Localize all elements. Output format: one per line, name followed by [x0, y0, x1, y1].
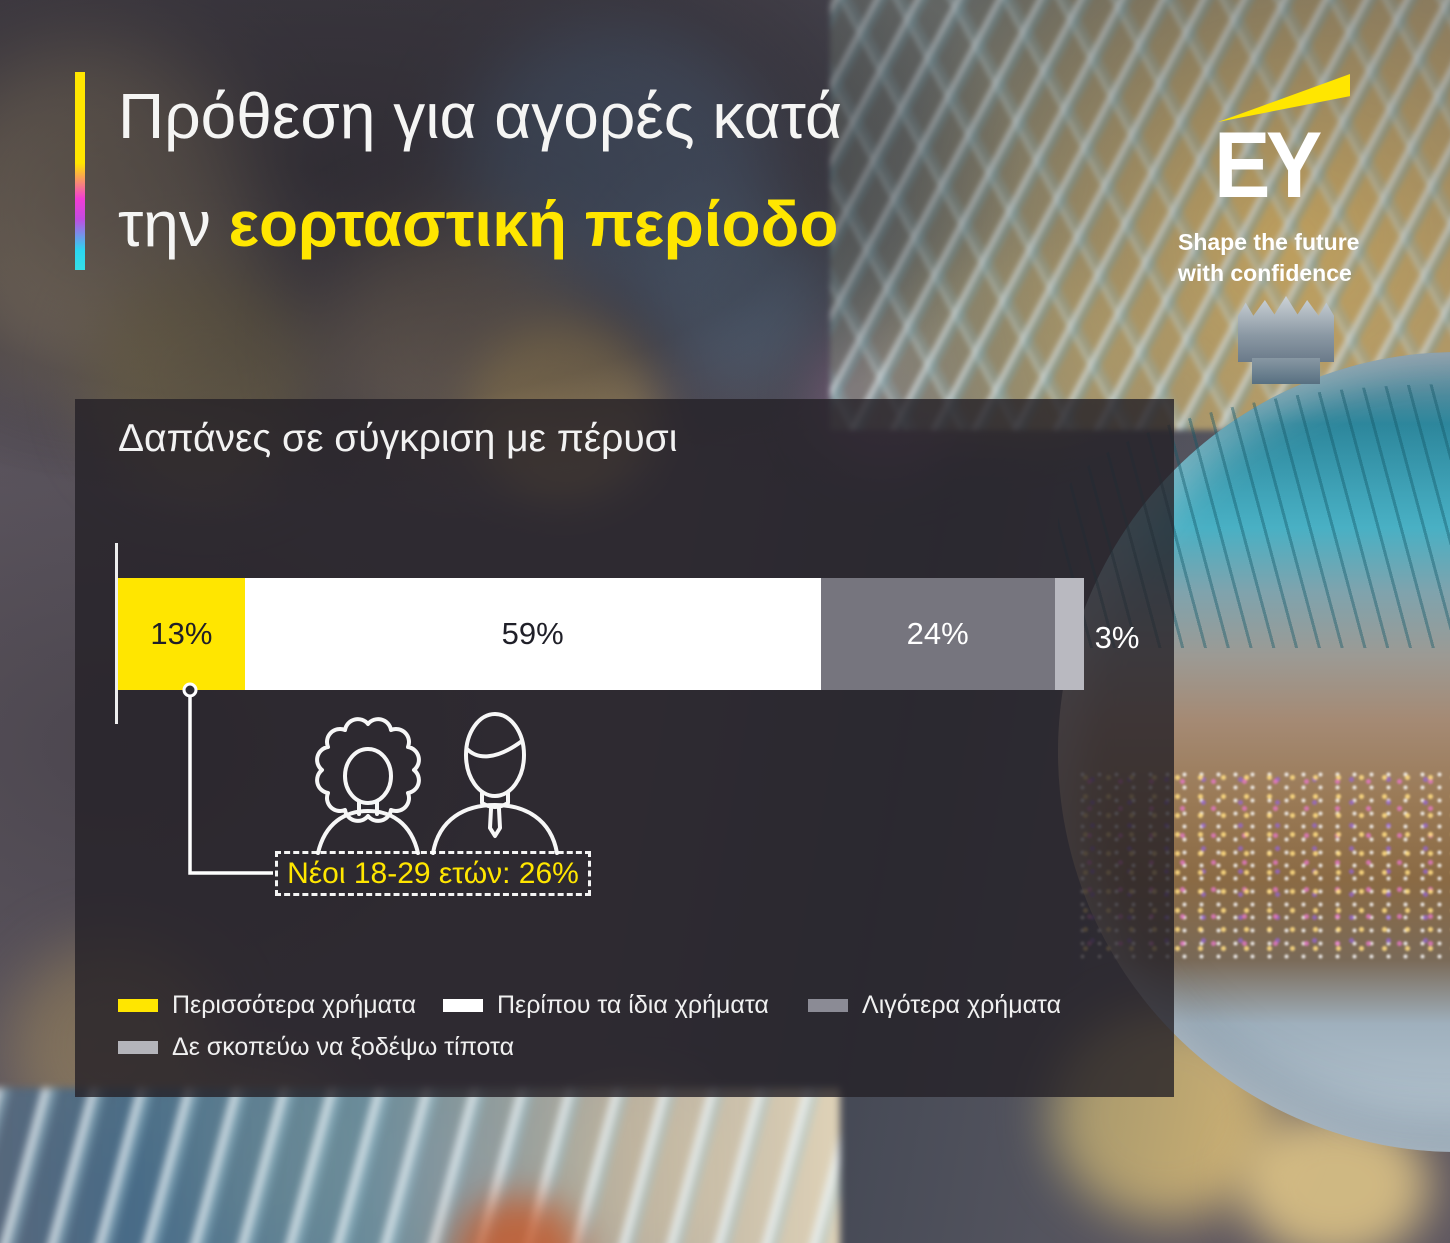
legend-item-spend-nothing: Δε σκοπεύω να ξοδέψω τίποτα: [118, 1033, 514, 1062]
ey-tagline-line-1: Shape the future: [1178, 229, 1360, 255]
legend-label: Περίπου τα ίδια χρήματα: [497, 991, 769, 1019]
legend-item-same-money: Περίπου τα ίδια χρήματα: [443, 991, 769, 1020]
bar-segment-less-money: 24%: [820, 578, 1055, 690]
bar-segment-spend-nothing: [1054, 578, 1084, 690]
legend-swatch: [118, 1041, 158, 1054]
bar-segment-value: 13%: [150, 616, 213, 651]
legend: Περισσότερα χρήματα Περίπου τα ίδια χρήμ…: [118, 991, 1158, 1081]
legend-swatch: [808, 999, 848, 1012]
page-title: Πρόθεση για αγορές κατά την εορταστική π…: [118, 62, 842, 278]
ornament-cap-neck: [1252, 358, 1320, 384]
title-highlight: εορταστική περίοδο: [228, 188, 839, 260]
annotation-callout: Νέοι 18-29 ετών: 26%: [275, 851, 591, 896]
legend-label: Λιγότερα χρήματα: [862, 991, 1062, 1019]
ey-logotype: EY: [1214, 112, 1322, 217]
chart-axis-line: [115, 543, 118, 724]
legend-label: Περισσότερα χρήματα: [172, 991, 417, 1019]
frost-branches-image: [0, 1088, 840, 1243]
bar-segment-more-money: 13%: [118, 578, 245, 690]
ey-tagline: Shape the future with confidence: [1178, 227, 1359, 289]
ey-logo: EY Shape the future with confidence: [1170, 70, 1410, 300]
legend-item-more-money: Περισσότερα χρήματα: [118, 991, 416, 1020]
ey-tagline-line-2: with confidence: [1178, 260, 1352, 286]
annotation-connector-line: [188, 696, 273, 875]
legend-swatch: [118, 999, 158, 1012]
legend-swatch: [443, 999, 483, 1012]
annotation-text: Νέοι 18-29 ετών: 26%: [287, 856, 579, 890]
bar-segment-value-outside: 3%: [1094, 620, 1140, 655]
title-line-2-prefix: την: [118, 188, 229, 260]
chart-panel: Δαπάνες σε σύγκριση με πέρυσι 13% 59% 24…: [75, 399, 1174, 1097]
stacked-bar: 13% 59% 24%: [118, 578, 1084, 690]
title-line-2: την εορταστική περίοδο: [118, 170, 842, 278]
woman-icon: [315, 717, 421, 855]
title-accent-bar: [75, 72, 85, 270]
legend-item-less-money: Λιγότερα χρήματα: [808, 991, 1061, 1020]
bar-segment-value: 24%: [906, 616, 969, 651]
man-icon: [431, 712, 559, 855]
bar-segment-value: 59%: [501, 616, 564, 651]
title-line-1: Πρόθεση για αγορές κατά: [118, 80, 842, 152]
chart-title: Δαπάνες σε σύγκριση με πέρυσι: [118, 417, 678, 460]
bar-segment-same-money: 59%: [244, 578, 821, 690]
legend-label: Δε σκοπεύω να ξοδέψω τίποτα: [172, 1033, 515, 1061]
